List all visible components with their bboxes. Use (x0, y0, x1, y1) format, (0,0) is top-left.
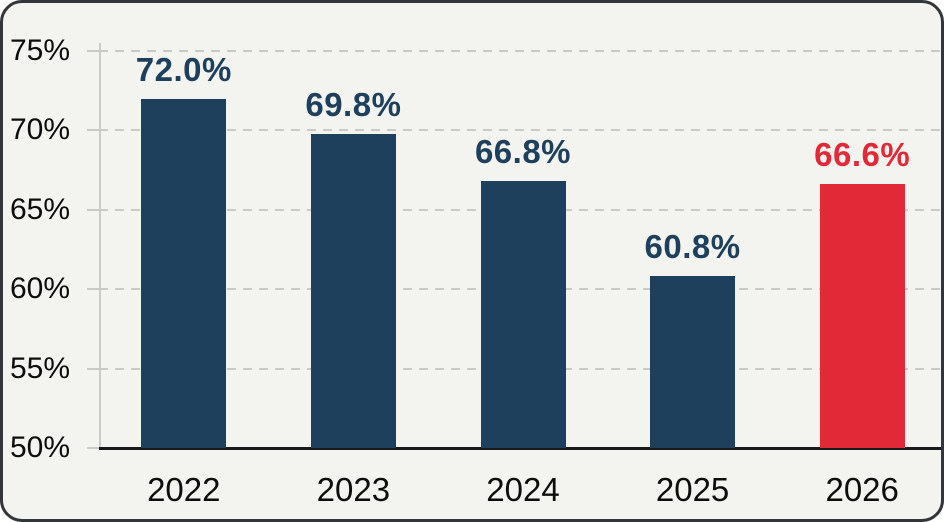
bar-2024 (480, 181, 566, 448)
y-axis-line (99, 43, 101, 448)
bar-2026 (819, 184, 905, 448)
bar-2022 (141, 98, 227, 448)
x-axis-baseline (99, 447, 941, 450)
bar-value-label-2026: 66.6% (814, 136, 911, 174)
y-axis-tick (87, 288, 99, 291)
y-axis-tick (87, 129, 99, 132)
y-axis-tick (87, 447, 99, 449)
gridline-75 (99, 50, 941, 52)
bar-2023 (310, 133, 396, 448)
x-tick-label-2023: 2023 (316, 471, 391, 508)
x-tick-label-2022: 2022 (147, 471, 221, 508)
y-tick-label-55: 55% (10, 351, 71, 385)
y-tick-label-75: 75% (10, 34, 71, 67)
x-tick-label-2024: 2024 (486, 471, 560, 508)
y-axis-tick (87, 208, 99, 211)
y-tick-label-65: 65% (10, 192, 71, 226)
bar-2025 (650, 276, 736, 448)
x-tick-label-2026: 2026 (825, 471, 899, 508)
y-axis-tick (87, 367, 99, 370)
y-tick-label-60: 60% (10, 272, 71, 306)
bar-value-label-2025: 60.8% (644, 228, 741, 266)
y-tick-label-70: 70% (10, 113, 71, 147)
bar-value-label-2022: 72.0% (135, 50, 232, 88)
plot-area: 50% 55% 60% 65% 70% 75% 72.0% 69.8% 66.8% 60.8% 6… (3, 3, 941, 519)
x-tick-label-2025: 2025 (655, 471, 730, 508)
bar-value-label-2023: 69.8% (305, 85, 402, 123)
bar-value-label-2024: 66.8% (474, 133, 572, 171)
y-axis-tick (87, 50, 99, 52)
gridline-70 (99, 129, 941, 132)
y-tick-label-50: 50% (10, 431, 71, 464)
